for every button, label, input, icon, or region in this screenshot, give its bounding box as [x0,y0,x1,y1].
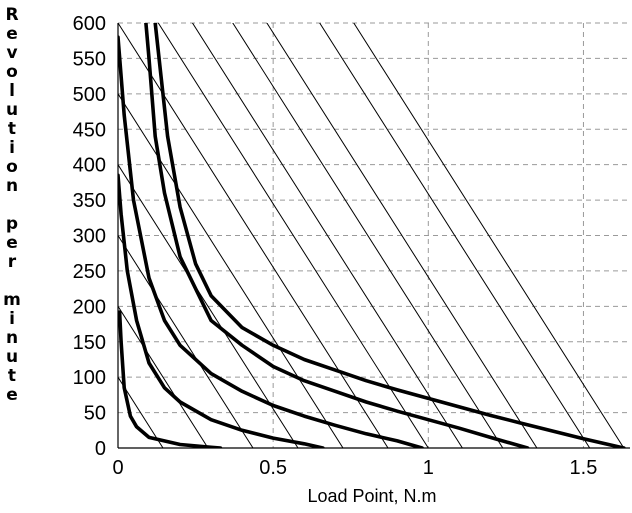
y-tick-label: 350 [73,190,106,212]
y-axis-label-letter: r [7,252,17,272]
speed-torque-curve-4 [144,23,530,448]
speed-torque-curve-5 [153,23,626,448]
y-tick-label: 100 [73,367,106,389]
y-axis-label-letter: o [6,62,18,82]
y-axis-label-letter: i [9,138,15,158]
x-tick-label: 0 [112,457,123,479]
speed-torque-curve-3 [118,35,424,448]
x-tick-label: 1.5 [570,457,598,479]
axes [117,23,630,449]
load-line-12 [157,23,429,448]
speed-torque-curve-2 [118,173,325,448]
y-axis-label-letter: u [5,347,19,367]
load-line-16 [319,23,591,448]
y-tick-label: 550 [73,48,106,70]
y-axis-label-letter: t [7,366,17,386]
y-tick-label: 450 [73,119,106,141]
load-line-10 [118,93,344,448]
x-axis-label: Load Point, N.m [307,486,436,506]
y-axis-label-letter: u [5,100,19,120]
y-axis-label-letter: v [6,43,18,63]
load-line-13 [192,23,463,448]
load-line-9 [118,164,299,448]
y-tick-label: 600 [73,13,106,35]
x-tick-label: 0.5 [259,457,287,479]
speed-torque-curve-1 [118,310,223,448]
y-tick-label: 250 [73,261,106,283]
load-line-17 [353,23,625,448]
y-axis-label-letter: e [6,24,18,44]
y-tick-label: 500 [73,84,106,106]
tick-labels: 0 50 100 150 200 250 300 350 400 450 500 550 600 0 0.5… [73,13,598,479]
y-axis-label-letter: R [5,5,19,25]
y-axis-label-letter: e [6,385,18,405]
load-line-7 [118,305,209,448]
x-tick-label: 1 [423,457,434,479]
y-axis-label-letter: m [3,290,21,310]
load-line-6 [118,376,164,448]
load-line-15 [266,23,538,448]
y-axis-label-letter: o [6,157,18,177]
y-tick-label: 400 [73,155,106,177]
load-line-11 [118,23,389,448]
y-axis-label-letter: n [5,328,19,348]
y-tick-label: 200 [73,296,106,318]
y-axis-label-letter: i [9,309,15,329]
y-tick-label: 300 [73,226,106,248]
y-axis-label-letter: l [9,81,15,101]
y-axis-label-letter: e [6,233,18,253]
y-axis-label-letter: n [5,176,19,196]
y-tick-label: 50 [84,403,106,425]
load-line-14 [232,23,504,448]
plot-series [118,23,626,448]
y-axis-label-letter: t [7,119,17,139]
y-axis-label-letter: p [5,214,19,234]
y-tick-label: 150 [73,332,106,354]
load-line-8 [118,235,254,448]
y-tick-label: 0 [95,438,106,460]
